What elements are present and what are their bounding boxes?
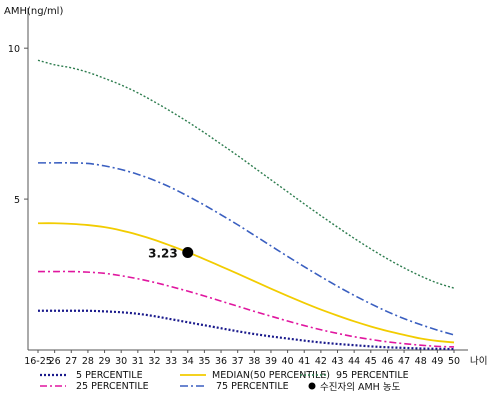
legend-label-4: 95 PERCENTILE <box>336 370 409 381</box>
x-tick-label: 31 <box>132 356 144 367</box>
y-tick-label: 5 <box>14 195 20 206</box>
x-tick-label: 34 <box>182 356 194 367</box>
x-tick-label: 38 <box>248 356 260 367</box>
x-tick-label: 36 <box>215 356 227 367</box>
legend-label-2: MEDIAN(50 PERCENTILE) <box>212 370 330 381</box>
x-tick-label: 30 <box>115 356 127 367</box>
x-axis-label: 나이 <box>470 356 487 367</box>
x-tick-label: 49 <box>431 356 443 367</box>
x-tick-label: 44 <box>348 356 360 367</box>
x-tick-label: 50 <box>448 356 460 367</box>
legend-label-3: 75 PERCENTILE <box>216 381 289 392</box>
legend-point-label: 수진자의 AMH 농도 <box>320 382 401 393</box>
x-tick-label: 42 <box>315 356 327 367</box>
series-line-2 <box>37 222 455 344</box>
series-line-4 <box>37 59 455 289</box>
legend-label-0: 5 PERCENTILE <box>76 370 143 381</box>
x-tick-label: 43 <box>331 356 343 367</box>
series-lines <box>37 59 455 351</box>
legend: 5 PERCENTILE MEDIAN(50 PERCENTILE) 95 PERC… <box>40 370 409 393</box>
x-tick-label: 47 <box>398 356 410 367</box>
x-tick-label: 29 <box>99 356 111 367</box>
x-tick-label: 16-25 <box>24 356 52 367</box>
x-tick-label: 37 <box>232 356 244 367</box>
x-tick-label: 33 <box>165 356 177 367</box>
series-line-1 <box>38 270 455 348</box>
x-tick-label: 26 <box>49 356 61 367</box>
x-tick-label: 39 <box>265 356 277 367</box>
x-tick-label: 32 <box>148 356 160 367</box>
legend-point-swatch <box>308 382 316 390</box>
chart-axes: AMH(ng/ml) 5 10 <box>4 6 468 351</box>
x-tick-label: 48 <box>415 356 427 367</box>
y-tick-label: 10 <box>8 44 20 55</box>
series-line-3 <box>37 162 455 336</box>
patient-point-group: 3.23 <box>148 247 194 261</box>
patient-point <box>182 247 194 259</box>
x-tick-label: 35 <box>198 356 210 367</box>
x-tick-label: 46 <box>381 356 393 367</box>
series-line-0 <box>38 309 455 351</box>
x-tick-label: 28 <box>82 356 94 367</box>
x-tick-label: 41 <box>298 356 310 367</box>
x-tick-label: 40 <box>282 356 294 367</box>
legend-label-1: 25 PERCENTILE <box>76 381 149 392</box>
x-tick-label: 45 <box>365 356 377 367</box>
x-tick-label: 27 <box>65 356 77 367</box>
y-axis-label: AMH(ng/ml) <box>4 6 63 17</box>
patient-point-label: 3.23 <box>148 247 178 261</box>
